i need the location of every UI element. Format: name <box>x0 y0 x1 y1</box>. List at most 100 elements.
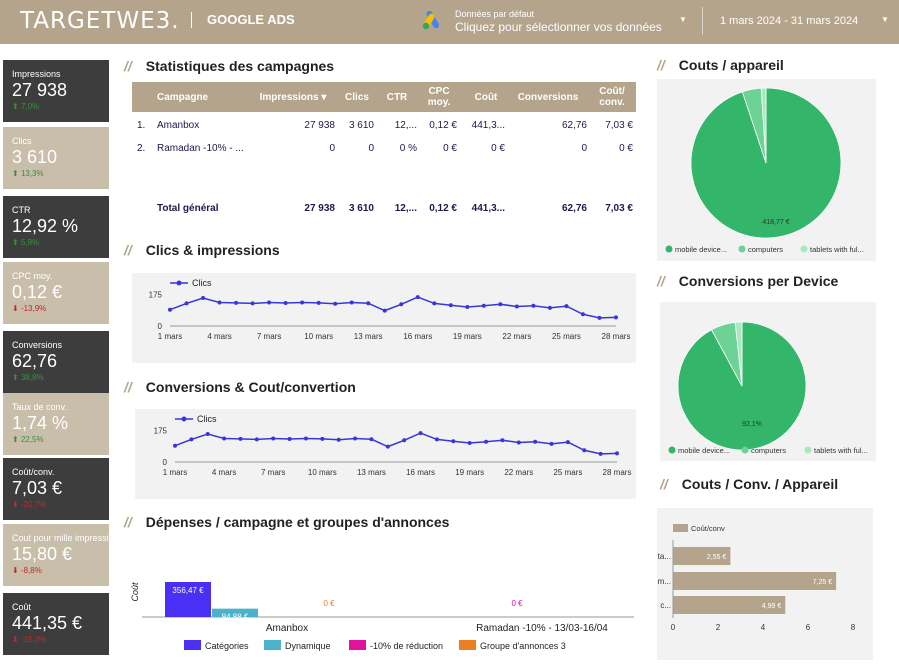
data-point[interactable] <box>481 303 486 308</box>
data-point[interactable] <box>333 301 338 306</box>
data-point[interactable] <box>564 304 569 309</box>
data-point[interactable] <box>349 300 354 305</box>
data-point[interactable] <box>382 308 387 313</box>
data-point[interactable] <box>402 438 407 443</box>
kpi-card[interactable]: Conversions 62,76 ⬆ 38,8% <box>3 331 109 393</box>
data-point[interactable] <box>434 437 439 442</box>
data-point[interactable] <box>353 436 358 441</box>
kpi-card[interactable]: Coût 441,35 € ⬇ -15,3% <box>3 593 109 655</box>
kpi-change-value: -20,7% <box>20 500 47 509</box>
pie-slice[interactable] <box>734 321 743 387</box>
conversions-cost-chart: 0 175 1 mars 4 mars 7 mars 10 mars 13 mars 16 m… <box>135 409 681 499</box>
data-point[interactable] <box>238 436 243 441</box>
data-point[interactable] <box>500 438 505 443</box>
data-point[interactable] <box>184 301 189 306</box>
kpi-card[interactable]: CPC moy. 0,12 € ⬇ -13,9% <box>3 262 109 324</box>
column-header[interactable]: Campagne <box>157 91 209 103</box>
data-point[interactable] <box>168 307 172 312</box>
data-point[interactable] <box>415 295 420 300</box>
sort-column-header[interactable]: Impressions ▾ <box>259 91 327 103</box>
data-point[interactable] <box>516 440 521 445</box>
data-point[interactable] <box>614 315 618 320</box>
data-point[interactable] <box>418 431 423 436</box>
data-point[interactable] <box>189 437 194 442</box>
table-row[interactable]: 1. Amanbox 27 938 3 610 12,... 0,12 € 441,3...… <box>132 117 636 135</box>
legend-swatch <box>665 245 673 253</box>
kpi-card[interactable]: Cout pour mille impressions 15,80 € ⬇ -8,8… <box>3 524 112 586</box>
data-point[interactable] <box>267 300 272 305</box>
data-point[interactable] <box>320 436 325 441</box>
data-point[interactable] <box>565 440 570 445</box>
datasource-selector[interactable]: Données par défaut Cliquez pour sélectio… <box>421 7 693 35</box>
data-point[interactable] <box>254 437 259 442</box>
column-header[interactable]: CPC moy. <box>427 86 451 108</box>
data-point[interactable] <box>484 439 489 444</box>
data-point[interactable] <box>547 305 552 310</box>
category-label: m... <box>658 577 671 586</box>
column-header[interactable]: Coût/ conv. <box>599 86 625 108</box>
data-point[interactable] <box>234 300 239 305</box>
data-point[interactable] <box>399 302 404 307</box>
data-point[interactable] <box>598 451 603 456</box>
data-point[interactable] <box>615 451 619 456</box>
table-header: Campagne Impressions ▾ Clics CTR CPC moy. Coû… <box>132 82 636 112</box>
series-line <box>174 432 618 455</box>
data-point[interactable] <box>549 441 554 446</box>
x-tick-label: 13 mars <box>357 468 386 477</box>
kpi-card[interactable]: Taux de conv. 1,74 % ⬆ 22,5% <box>3 393 109 455</box>
data-point[interactable] <box>222 436 227 441</box>
data-point[interactable] <box>366 301 371 306</box>
data-point[interactable] <box>465 305 470 310</box>
data-point[interactable] <box>303 436 308 441</box>
column-header[interactable]: Clics <box>345 91 369 103</box>
arrow-up-icon: ⬆ <box>12 102 21 111</box>
kpi-value: 27 938 <box>12 80 68 100</box>
data-point[interactable] <box>369 437 374 442</box>
kpi-card[interactable]: Impressions 27 938 ⬆ 7,0% <box>3 60 109 122</box>
table-cell: 441,3... <box>471 120 505 131</box>
column-header[interactable]: Conversions <box>517 91 579 103</box>
pie-slice[interactable] <box>760 87 767 164</box>
arrow-down-icon: ⬇ <box>12 500 21 509</box>
bar[interactable] <box>673 547 731 565</box>
kpi-card[interactable]: Coût/conv. 7,03 € ⬇ -20,7% <box>3 458 109 520</box>
bar[interactable] <box>212 608 258 617</box>
data-point[interactable] <box>283 301 288 306</box>
data-point[interactable] <box>336 437 341 442</box>
data-point[interactable] <box>531 303 536 308</box>
datasource-dropdown-icon[interactable]: ▼ <box>679 15 687 24</box>
table-row[interactable]: 2. Ramadan -10% - ... 0 0 0 % 0 € 0 € 0 0 € <box>132 140 636 158</box>
data-point[interactable] <box>467 441 472 446</box>
data-point[interactable] <box>205 431 210 436</box>
data-point[interactable] <box>385 444 390 449</box>
date-range-selector[interactable]: 1 mars 2024 - 31 mars 2024 ▼ <box>702 7 892 35</box>
data-point[interactable] <box>250 301 255 306</box>
bar[interactable] <box>673 596 786 614</box>
data-point[interactable] <box>217 300 222 305</box>
data-point[interactable] <box>448 303 453 308</box>
kpi-card[interactable]: CTR 12,92 % ⬆ 5,9% <box>3 196 109 258</box>
data-point[interactable] <box>300 300 305 305</box>
data-point[interactable] <box>451 439 456 444</box>
data-point[interactable] <box>498 302 503 307</box>
bar[interactable] <box>673 572 837 590</box>
data-point[interactable] <box>201 295 206 300</box>
data-point[interactable] <box>597 315 602 320</box>
section-title-conv-device: //Conversions per Device <box>657 273 839 289</box>
data-point[interactable] <box>271 436 276 441</box>
data-point[interactable] <box>533 439 538 444</box>
data-point[interactable] <box>432 301 437 306</box>
header-divider <box>191 12 192 28</box>
data-label: 84,88 € <box>222 613 249 622</box>
data-point[interactable] <box>582 448 587 453</box>
data-point[interactable] <box>173 443 177 448</box>
column-header[interactable]: CTR <box>386 91 408 103</box>
data-point[interactable] <box>514 304 519 309</box>
kpi-card[interactable]: Clics 3 610 ⬆ 13,3% <box>3 127 109 189</box>
data-point[interactable] <box>580 312 585 317</box>
bar[interactable] <box>165 582 211 617</box>
column-header[interactable]: Coût <box>474 91 498 103</box>
data-point[interactable] <box>287 437 292 442</box>
data-point[interactable] <box>316 300 321 305</box>
date-dropdown-icon[interactable]: ▼ <box>881 15 889 24</box>
